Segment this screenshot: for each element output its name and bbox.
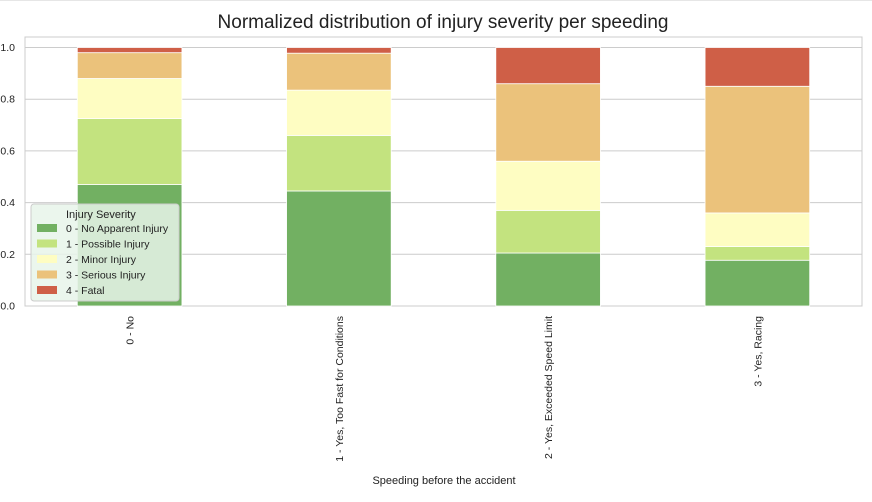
bar-segment [495,47,601,85]
x-axis-label: Speeding before the accident [372,475,515,487]
bar-segment [76,118,183,185]
bar-segment [495,83,601,162]
legend-label: 4 - Fatal [66,285,105,297]
legend: Injury Severity 0 - No Apparent Injury 1 … [30,203,180,302]
bar-segment [286,52,392,91]
bar-segment [286,47,392,54]
bar-segment [495,160,601,211]
bar-segment [704,259,811,307]
legend-label: 0 - No Apparent Injury [66,223,169,235]
y-tick-label: 0.6 [0,145,15,157]
x-tick-label: 3 - Yes, Racing [752,316,764,387]
bar-segment [704,85,811,214]
legend-swatch [37,286,57,294]
bar-segment [286,89,392,136]
y-tick-label: 0.0 [0,301,15,313]
bar-segment [495,209,601,254]
legend-swatch [37,255,57,263]
legend-swatch [37,224,57,232]
x-tick-label: 1 - Yes, Too Fast for Conditions [334,316,346,462]
legend-items: 0 - No Apparent Injury 1 - Possible Injur… [37,223,169,297]
bar-segment [76,78,183,119]
bar-segment [495,252,601,307]
chart-title: Normalized distribution of injury severi… [218,12,669,33]
legend-box [30,203,180,302]
top-border [0,0,872,1]
bar-segment [286,190,392,307]
y-tick-label: 0.2 [0,249,15,261]
y-tick-label: 0.8 [0,94,15,106]
y-axis-tick-labels: 0.0 0.2 0.4 0.6 0.8 1.0 [0,42,15,313]
y-tick-label: 0.4 [0,197,15,209]
x-tick-label: 2 - Yes, Exceeded Speed Limit [543,316,555,459]
legend-title: Injury Severity [66,209,136,221]
bar-segment [76,47,183,54]
x-axis-tick-labels: 0 - No 1 - Yes, Too Fast for Conditions 2 … [125,316,765,462]
bar-segment [76,52,183,79]
legend-swatch [37,270,57,279]
bar-segment [286,134,392,192]
legend-label: 3 - Serious Injury [66,270,146,282]
bar-segment [704,246,811,261]
bar-segment [704,212,811,247]
bar-segment [704,47,811,87]
y-tick-label: 1.0 [0,42,15,54]
legend-label: 1 - Possible Injury [66,239,150,251]
legend-swatch [37,239,57,248]
legend-label: 2 - Minor Injury [66,254,137,266]
x-tick-label: 0 - No [125,316,137,345]
